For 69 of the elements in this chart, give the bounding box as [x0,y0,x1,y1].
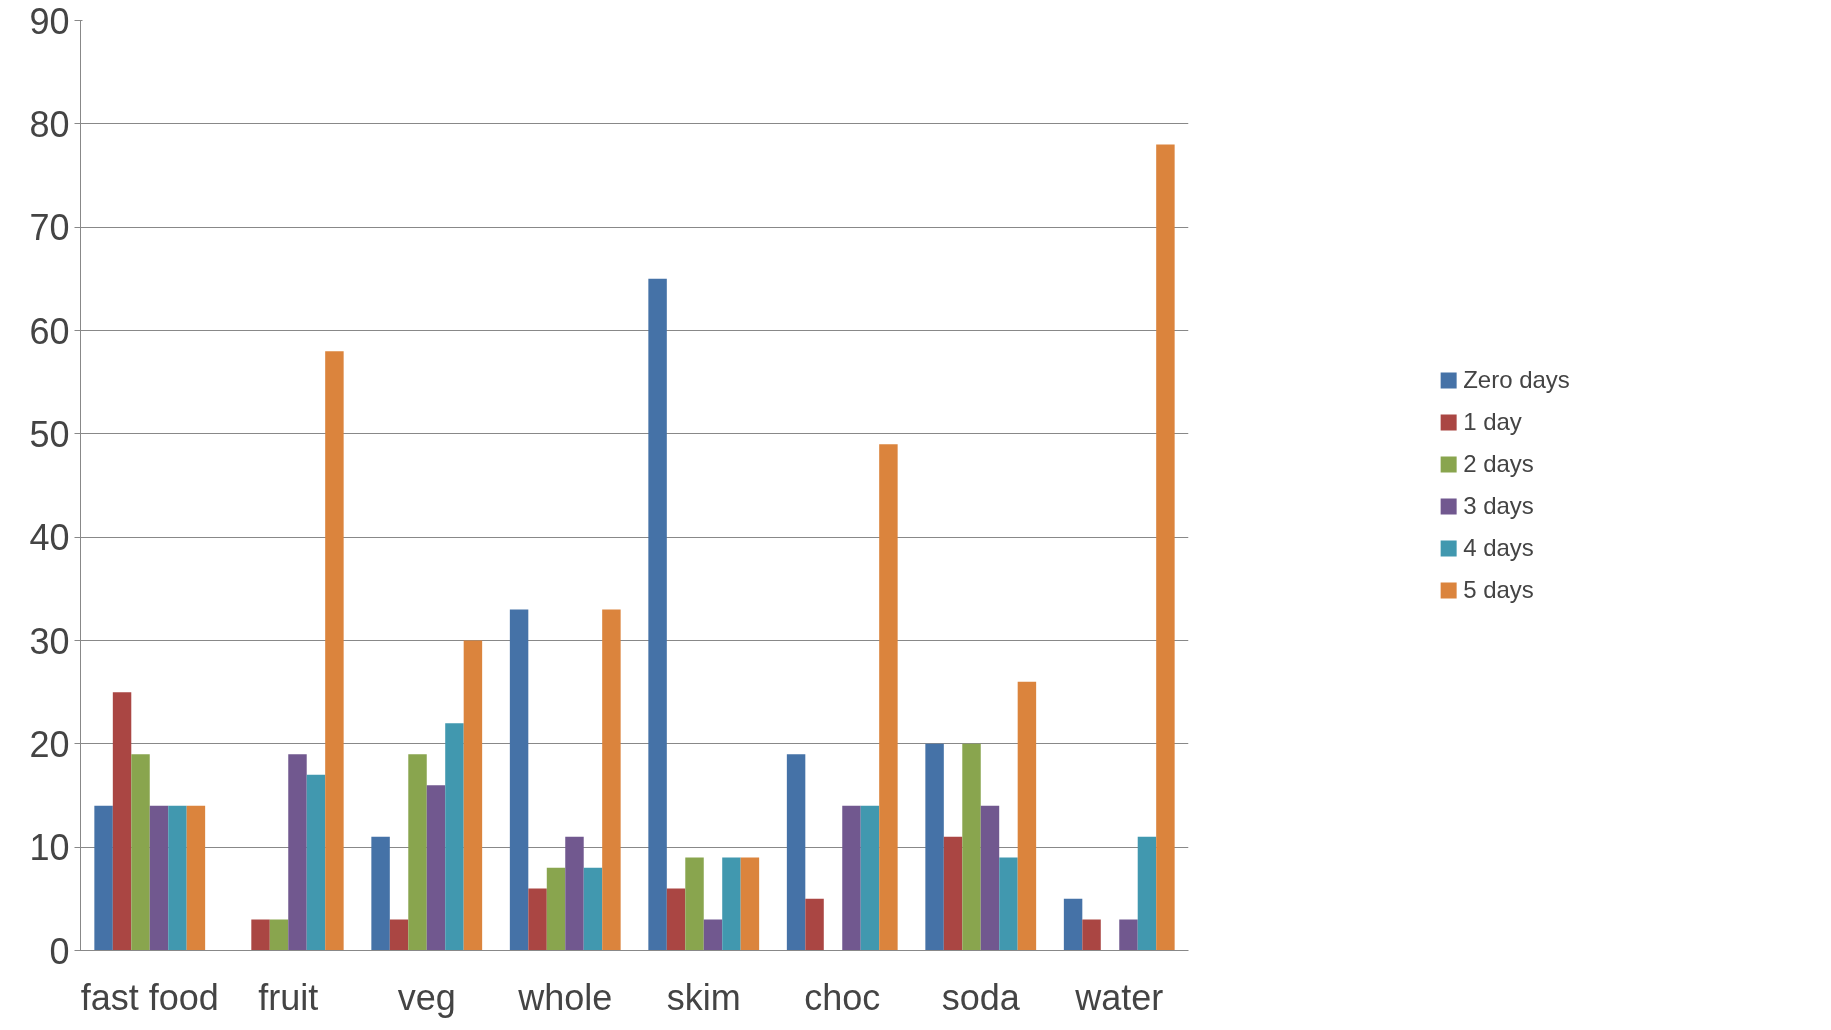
bar [602,609,621,951]
bar [463,640,483,951]
bar [740,857,760,951]
legend-label: 4 days [1463,534,1534,562]
bar [389,919,409,951]
bar [565,836,584,951]
y-tick-label: 80 [29,103,70,145]
bar [999,857,1018,951]
x-tick-label: veg [397,976,456,1018]
legend-label: Zero days [1463,366,1570,394]
bar [445,723,464,951]
bar [703,919,723,951]
x-tick-label: fruit [258,976,319,1018]
bar [925,743,944,951]
bar [546,867,566,951]
x-tick-label: water [1074,976,1164,1018]
bar [112,692,132,951]
y-tick-label: 70 [29,207,70,249]
bar [722,857,741,951]
bar [860,805,880,951]
bar [842,805,861,951]
bar [325,351,344,951]
legend-label: 1 day [1463,408,1522,436]
legend-label: 5 days [1463,576,1534,604]
bar [186,805,206,951]
bar [528,888,547,951]
x-tick-label: choc [804,976,881,1018]
bar [288,754,307,951]
bar [131,754,150,951]
bar [786,754,806,951]
bar [94,805,113,951]
x-tick-label: skim [666,976,741,1018]
legend-label: 3 days [1463,492,1534,520]
bar [1137,836,1157,951]
bar [666,888,686,951]
y-tick-label: 0 [49,930,70,972]
bar [168,805,187,951]
bar [879,444,898,951]
bar [251,919,270,951]
legend-label: 2 days [1463,450,1534,478]
y-tick-label: 40 [29,517,70,559]
bar [269,919,289,951]
x-tick-label: fast food [80,976,219,1018]
x-tick-label: whole [517,976,613,1018]
bar [149,805,169,951]
bar [943,836,963,951]
bar [426,785,446,951]
bar [583,867,603,951]
bar [371,836,390,951]
bar [1017,681,1037,951]
bar [1119,919,1138,951]
bar [805,898,824,951]
x-tick-label: soda [941,976,1021,1018]
bar [685,857,704,951]
bar [1063,898,1083,951]
y-tick-label: 90 [29,0,70,42]
y-tick-label: 60 [29,310,70,352]
y-tick-label: 10 [29,827,70,869]
bar [980,805,1000,951]
bar [1156,144,1175,951]
y-tick-label: 50 [29,413,70,455]
bar [408,754,427,951]
bar [1082,919,1101,951]
bar [648,278,667,951]
bar [509,609,529,951]
y-tick-label: 20 [29,723,70,765]
bar [306,774,326,951]
y-tick-label: 30 [29,620,70,662]
bar [962,743,981,951]
